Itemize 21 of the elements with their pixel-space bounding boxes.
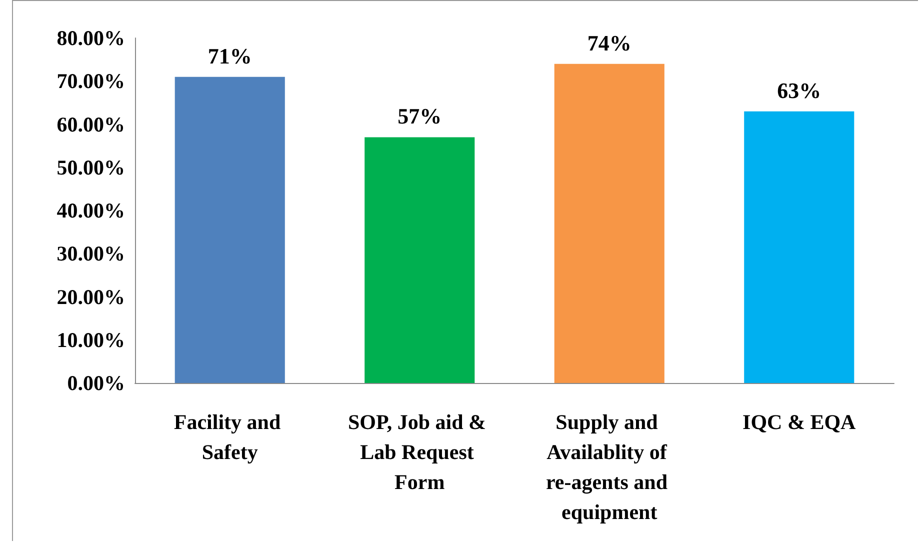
y-tick-label: 30.00% [56,242,125,266]
bar [364,137,475,383]
x-tick-label: Supply and Availablity of re-agents and equipment [546,410,673,524]
bar [174,76,285,383]
data-label: 63% [777,78,822,103]
y-tick-label: 70.00% [56,69,125,94]
x-tick-label: SOP, Job aid & Lab Request Form [348,410,492,494]
y-tick-label: 50.00% [56,155,125,180]
y-tick-label: 20.00% [56,284,125,309]
x-tick-label: Facility and Safety [174,410,286,464]
data-label: 74% [587,30,632,56]
data-label: 57% [398,104,442,129]
bar [554,64,664,383]
y-tick-label: 80.00% [56,26,125,50]
y-tick-label: 40.00% [56,198,125,222]
bar [744,111,854,383]
y-tick-label: 60.00% [56,112,125,136]
x-tick-label: IQC & EQA [742,410,857,434]
y-tick-label: 0.00% [67,371,125,395]
data-label: 71% [208,43,252,68]
y-tick-label: 10.00% [56,328,125,352]
